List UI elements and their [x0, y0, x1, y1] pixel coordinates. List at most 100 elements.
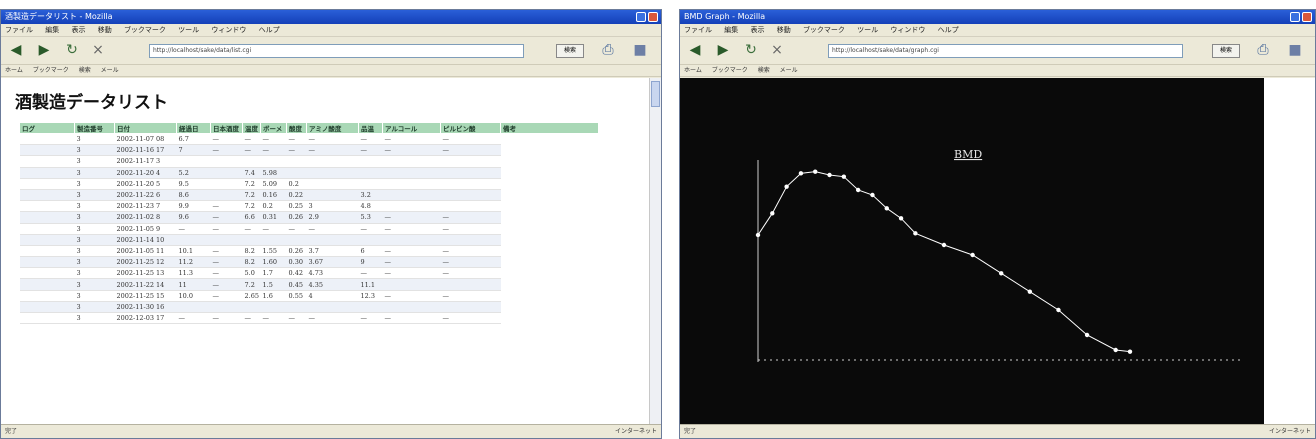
menu-help[interactable]: ヘルプ [937, 26, 959, 34]
reload-icon[interactable]: ↻ [745, 42, 757, 58]
table-cell: 0.2 [260, 200, 287, 213]
table-row[interactable]: 3 2002-11-02 8 9.6—6.6 0.31 0.26 2.9 5.3— — [19, 211, 599, 224]
menu-go[interactable]: 移動 [776, 26, 791, 34]
table-cell: — [210, 290, 243, 302]
menu-view[interactable]: 表示 [750, 26, 765, 34]
reload-icon[interactable]: ↻ [66, 42, 78, 58]
menu-file[interactable]: ファイル [5, 26, 33, 34]
link-search[interactable]: 検索 [78, 67, 91, 74]
search-button[interactable]: 検索 [556, 44, 584, 58]
link-bookmarks[interactable]: ブックマーク [711, 67, 748, 74]
table-cell: 1.55 [260, 245, 287, 258]
table-cell [382, 155, 441, 168]
page-content: 酒製造データリスト ログ 製造番号 日付 経過日 日本酒度 温度 ボーメ 酸度 … [1, 78, 661, 424]
forward-icon[interactable]: ▶ [717, 42, 729, 58]
close-button[interactable] [648, 12, 658, 22]
menu-window[interactable]: ウィンドウ [211, 26, 247, 34]
link-search[interactable]: 検索 [757, 67, 770, 74]
menu-bookmarks[interactable]: ブックマーク [123, 26, 166, 34]
address-field[interactable]: http://localhost/sake/data/graph.cgi [828, 44, 1183, 58]
table-row[interactable]: 3 2002-12-03 17— — — — — — — — — [19, 312, 599, 325]
table-row[interactable]: 3 2002-11-25 13 11.3—5.0 1.7 0.42 4.73— — — [19, 267, 599, 280]
table-row[interactable]: 3 2002-11-20 4 5.2 7.4 5.98 [19, 167, 599, 179]
vertical-scrollbar[interactable] [649, 78, 661, 424]
table-cell [19, 256, 75, 269]
menu-help[interactable]: ヘルプ [258, 26, 280, 34]
link-mail[interactable]: メール [779, 67, 798, 74]
print-icon[interactable]: ⎙ [1257, 42, 1269, 58]
menu-go[interactable]: 移動 [97, 26, 112, 34]
column-header[interactable]: 酸度 [286, 122, 307, 134]
link-bookmarks[interactable]: ブックマーク [32, 67, 69, 74]
table-cell [440, 189, 501, 202]
back-icon[interactable]: ◀ [10, 42, 22, 58]
menu-view[interactable]: 表示 [71, 26, 86, 34]
stop-icon[interactable]: × [92, 42, 104, 58]
table-cell: — [260, 312, 287, 325]
table-cell [286, 301, 307, 314]
column-header[interactable]: ボーメ [260, 122, 287, 134]
data-point [941, 242, 947, 248]
table-cell: 6 [358, 245, 383, 258]
column-header[interactable]: 日本酒度 [210, 122, 243, 134]
table-row[interactable]: 3 2002-11-16 17 7— — — — — — — — [19, 144, 599, 157]
table-row[interactable]: 3 2002-11-23 7 9.9—7.2 0.2 0.25 3 4.8 [19, 200, 599, 213]
menu-tools[interactable]: ツール [178, 26, 200, 34]
table-cell: — [176, 312, 211, 325]
table-row[interactable]: 3 2002-11-20 5 9.5 7.2 5.09 0.2 [19, 178, 599, 190]
table-row[interactable]: 3 2002-11-05 9— — — — — — — — — [19, 223, 599, 235]
table-cell: — [176, 223, 211, 235]
menu-edit[interactable]: 編集 [45, 26, 60, 34]
menu-window[interactable]: ウィンドウ [890, 26, 926, 34]
column-header[interactable]: ログ [19, 122, 75, 134]
table-row[interactable]: 3 2002-11-14 10 [19, 234, 599, 246]
minimize-button[interactable] [1290, 12, 1300, 22]
minimize-button[interactable] [636, 12, 646, 22]
table-cell: — [242, 144, 261, 157]
throbber-icon: ■ [1288, 42, 1302, 58]
column-header[interactable]: 備考 [500, 122, 599, 134]
table-row[interactable]: 3 2002-11-22 6 8.6 7.2 0.16 0.22 3.2 [19, 189, 599, 202]
menu-bookmarks[interactable]: ブックマーク [802, 26, 845, 34]
column-header[interactable]: 製造番号 [74, 122, 115, 134]
column-header[interactable]: 品温 [358, 122, 383, 134]
table-cell: — [210, 278, 243, 291]
table-cell: 6.7 [176, 133, 211, 146]
address-field[interactable]: http://localhost/sake/data/list.cgi [149, 44, 524, 58]
column-header[interactable]: 経過日 [176, 122, 211, 134]
table-cell [176, 301, 211, 314]
menu-file[interactable]: ファイル [684, 26, 712, 34]
table-cell [19, 144, 75, 157]
link-home[interactable]: ホーム [684, 67, 702, 74]
table-cell: — [382, 144, 441, 157]
table-cell: — [306, 133, 359, 146]
column-header[interactable]: 日付 [114, 122, 177, 134]
table-row[interactable]: 3 2002-11-07 08 6.7— — — — — — — — [19, 133, 599, 146]
link-home[interactable]: ホーム [5, 67, 23, 74]
table-cell: — [210, 312, 243, 325]
stop-icon[interactable]: × [771, 42, 783, 58]
close-button[interactable] [1302, 12, 1312, 22]
forward-icon[interactable]: ▶ [38, 42, 50, 58]
table-row[interactable]: 3 2002-11-30 16 [19, 301, 599, 314]
table-cell: — [382, 256, 441, 269]
menu-edit[interactable]: 編集 [724, 26, 739, 34]
table-row[interactable]: 3 2002-11-25 12 11.2—8.2 1.60 0.30 3.67 9— — [19, 256, 599, 269]
table-cell: 9.9 [176, 200, 211, 213]
table-row[interactable]: 3 2002-11-25 15 10.0—2.65 1.6 0.55 4 12.3— — [19, 290, 599, 302]
column-header[interactable]: 温度 [242, 122, 261, 134]
back-icon[interactable]: ◀ [689, 42, 701, 58]
search-button[interactable]: 検索 [1212, 44, 1240, 58]
print-icon[interactable]: ⎙ [602, 42, 614, 58]
column-header[interactable]: ピルビン酸 [440, 122, 501, 134]
table-cell: — [382, 223, 441, 235]
column-header[interactable]: アミノ酸度 [306, 122, 359, 134]
table-row[interactable]: 3 2002-11-22 14 11—7.2 1.5 0.45 4.35 11.1 [19, 278, 599, 291]
table-row[interactable]: 3 2002-11-05 11 10.1—8.2 1.55 0.26 3.7 6— — [19, 245, 599, 258]
table-cell: 3 [74, 278, 115, 291]
column-header[interactable]: アルコール [382, 122, 441, 134]
menu-tools[interactable]: ツール [857, 26, 879, 34]
scrollbar-thumb[interactable] [651, 81, 660, 107]
link-mail[interactable]: メール [100, 67, 119, 74]
table-row[interactable]: 3 2002-11-17 3 [19, 155, 599, 168]
